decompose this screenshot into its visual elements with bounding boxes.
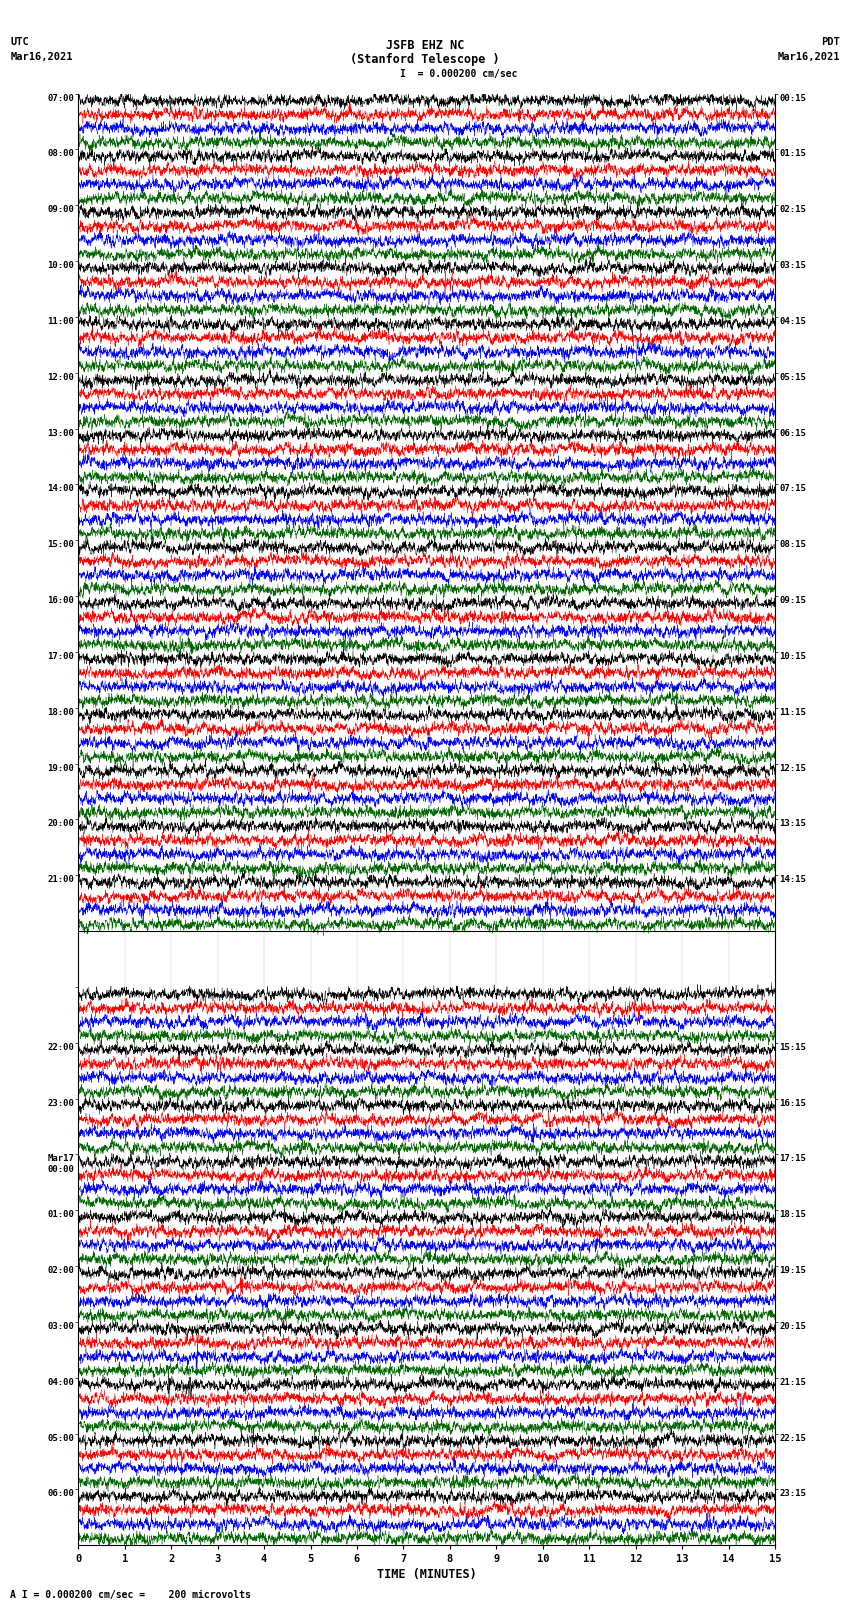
Text: JSFB EHZ NC: JSFB EHZ NC [386, 39, 464, 52]
Text: PDT: PDT [821, 37, 840, 47]
Text: UTC: UTC [10, 37, 29, 47]
Text: Mar16,2021: Mar16,2021 [10, 52, 73, 61]
Text: Mar16,2021: Mar16,2021 [777, 52, 840, 61]
Text: A I = 0.000200 cm/sec =    200 microvolts: A I = 0.000200 cm/sec = 200 microvolts [10, 1590, 251, 1600]
X-axis label: TIME (MINUTES): TIME (MINUTES) [377, 1568, 477, 1581]
Text: (Stanford Telescope ): (Stanford Telescope ) [350, 53, 500, 66]
Text: I  = 0.000200 cm/sec: I = 0.000200 cm/sec [400, 69, 517, 79]
